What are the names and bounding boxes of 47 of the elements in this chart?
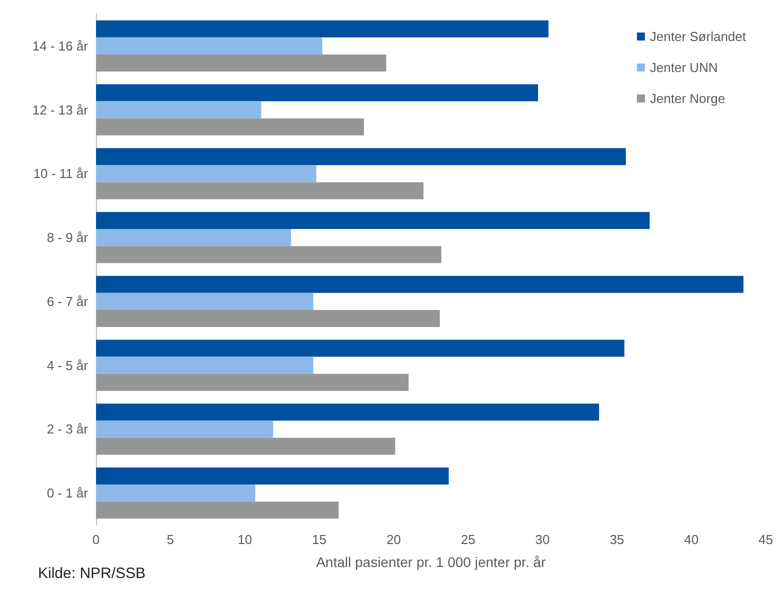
bar [96,118,364,136]
bar [96,229,291,246]
bar [96,84,538,102]
x-tick-label: 10 [238,532,252,547]
y-tick-label: 12 - 13 år [32,102,89,118]
x-tick-label: 40 [684,532,699,547]
bar [96,484,256,502]
bar [96,420,274,438]
legend-label: Jenter Norge [650,91,726,106]
bar [96,468,449,485]
x-tick-label: 20 [386,532,401,547]
bar [96,148,626,166]
y-tick-label: 6 - 7 år [46,294,89,309]
y-tick-label: 10 - 11 år [33,166,89,182]
bar [96,101,262,118]
x-axis-title: Antall pasienter pr. 1 000 jenter pr. år [316,554,546,570]
bar [96,310,440,327]
text: Kilde: NPR/SSB [38,565,146,582]
bar [96,438,396,455]
y-tick-label: 4 - 5 år [46,358,89,373]
x-tick-label: 25 [460,532,476,547]
x-tick-label: 0 [92,532,100,547]
bar [96,20,548,38]
bar [96,374,409,391]
bar [96,54,386,72]
y-tick-label: 14 - 16 år [32,38,89,54]
bar [96,292,314,310]
bar [96,165,316,182]
x-tick-label: 30 [535,532,550,547]
x-tick-label: 15 [312,532,326,547]
bar [96,212,650,230]
legend-label: Jenter Sørlandet [650,29,746,44]
bar [96,404,600,421]
x-tick-label: 45 [758,532,774,547]
bar [96,356,314,374]
legend-label: Jenter UNN [650,60,718,75]
y-tick-label: 2 - 3 år [46,422,89,437]
bar [96,182,424,200]
bar [96,246,442,264]
bar [96,276,744,293]
bar [96,502,339,519]
y-tick-label: 8 - 9 år [46,230,89,246]
y-tick-label: 0 - 1 år [46,486,89,501]
x-tick-label: 35 [610,532,624,547]
x-tick-label: 5 [166,532,174,547]
bar [96,340,624,357]
bar [96,37,322,54]
